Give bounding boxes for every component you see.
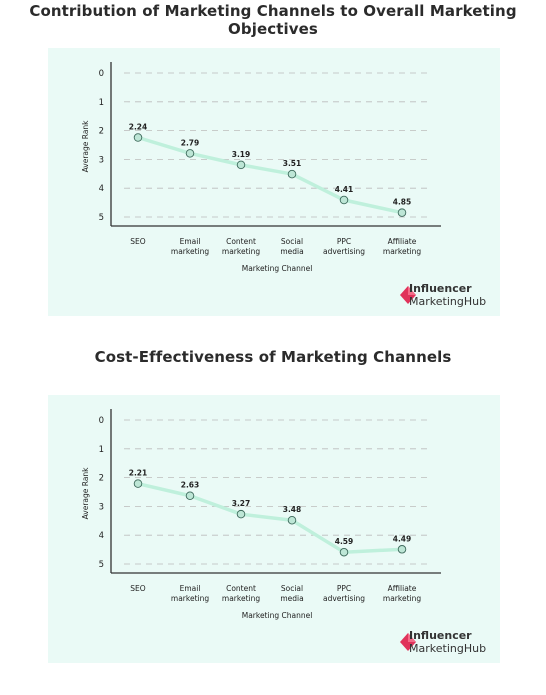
- x-tick-label-line: Affiliate: [388, 584, 417, 593]
- series-line: [136, 135, 404, 215]
- x-tick-label: Email marketing: [171, 237, 209, 256]
- x-tick-label-line: advertising: [323, 594, 365, 603]
- data-label: 2.63: [181, 481, 200, 490]
- data-label: 2.24: [129, 123, 148, 132]
- y-tick-label: 4: [99, 531, 104, 541]
- x-tick-label: SEO: [130, 584, 145, 593]
- x-tick-label-line: Affiliate: [388, 237, 417, 246]
- x-tick-label-line: Content: [226, 584, 256, 593]
- chart-2-panel: 0 1 2 3 4 5 Average Rank 2.21 2.63 3.27 3.48 4.59 4.…: [48, 395, 500, 663]
- chart-1-plot: 0 1 2 3 4 5 Average Rank 2.24 2.79 3.19 3.51 4.41 4.…: [81, 62, 441, 273]
- y-tick-label: 2: [99, 127, 104, 137]
- data-label: 4.59: [335, 537, 354, 546]
- data-point: [287, 169, 297, 179]
- plot-area: 0 1 2 3 4 5 Average Rank 2.24 2.79 3.19 3.51 4.41 4.…: [81, 62, 441, 273]
- x-tick-label: SEO: [130, 237, 145, 246]
- x-tick-label: Social media: [280, 237, 303, 256]
- x-tick-label-line: PPC: [337, 584, 351, 593]
- y-tick-label: 0: [99, 416, 104, 426]
- x-tick-label: Social media: [280, 584, 303, 603]
- data-label: 3.27: [232, 499, 251, 508]
- data-point: [133, 133, 143, 142]
- data-label: 3.51: [283, 159, 302, 168]
- x-tick-label-line: PPC: [337, 237, 351, 246]
- logo-text-line2: MarketingHub: [409, 295, 487, 308]
- x-tick-label-line: marketing: [171, 247, 209, 256]
- data-point: [397, 208, 407, 217]
- logo-icon: [400, 633, 416, 651]
- y-tick-label: 0: [99, 69, 104, 79]
- x-tick-label-line: advertising: [323, 247, 365, 256]
- x-axis-label: Marketing Channel: [242, 611, 313, 620]
- y-tick-label: 5: [99, 560, 104, 570]
- y-tick-label: 1: [99, 445, 104, 455]
- x-tick-label-line: marketing: [383, 247, 421, 256]
- x-tick-label: Affiliate marketing: [383, 237, 421, 256]
- x-tick-label-line: SEO: [130, 584, 145, 593]
- data-point: [185, 149, 195, 158]
- y-tick-label: 4: [99, 184, 104, 194]
- data-label: 2.79: [181, 138, 200, 147]
- data-label: 3.48: [283, 505, 302, 514]
- x-tick-label-line: Social: [281, 237, 303, 246]
- y-tick-label: 3: [99, 155, 104, 165]
- x-tick-label-line: marketing: [171, 594, 209, 603]
- x-tick-label: Email marketing: [171, 584, 209, 603]
- x-tick-label-line: marketing: [383, 594, 421, 603]
- x-tick-label: PPC advertising: [323, 237, 365, 256]
- data-label: 4.49: [393, 534, 412, 543]
- y-tick-label: 2: [99, 474, 104, 484]
- x-tick-label-line: media: [280, 594, 303, 603]
- chart-2-plot: 0 1 2 3 4 5 Average Rank 2.21 2.63 3.27 3.48 4.59 4.…: [81, 409, 441, 620]
- x-tick-label: Content marketing: [222, 584, 260, 603]
- x-tick-label-line: media: [280, 247, 303, 256]
- data-point: [339, 195, 349, 205]
- x-tick-label-line: marketing: [222, 247, 260, 256]
- data-point: [287, 515, 297, 525]
- data-point: [133, 479, 143, 488]
- x-axis-label: Marketing Channel: [242, 264, 313, 273]
- x-tick-label-line: Social: [281, 584, 303, 593]
- y-tick-label: 5: [99, 213, 104, 223]
- y-axis-label: Average Rank: [81, 120, 90, 173]
- series-line: [136, 481, 404, 554]
- x-tick-label-line: marketing: [222, 594, 260, 603]
- data-point: [236, 160, 246, 170]
- x-tick-label: Content marketing: [222, 237, 260, 256]
- data-label: 3.19: [232, 150, 251, 159]
- data-label: 4.41: [335, 185, 354, 194]
- data-point: [397, 545, 407, 554]
- plot-area: 0 1 2 3 4 5 Average Rank 2.21 2.63 3.27 3.48 4.59 4.…: [81, 409, 441, 620]
- logo-icon: [400, 286, 416, 304]
- x-tick-label-line: Email: [180, 237, 201, 246]
- x-tick-label-line: Content: [226, 237, 256, 246]
- x-tick-label: PPC advertising: [323, 584, 365, 603]
- x-tick-label-line: SEO: [130, 237, 145, 246]
- logo-text-line2: MarketingHub: [409, 642, 487, 655]
- x-tick-label-line: Email: [180, 584, 201, 593]
- logo-text-line1: Influencer: [409, 282, 472, 295]
- data-label: 4.85: [393, 198, 412, 207]
- chart-1-panel: 0 1 2 3 4 5 Average Rank 2.24 2.79 3.19 3.51 4.41 4.…: [48, 48, 500, 316]
- y-tick-label: 1: [99, 98, 104, 108]
- chart-2-title: Cost-Effectiveness of Marketing Channels: [94, 348, 452, 366]
- chart-1-title: Contribution of Marketing Channels to Ov…: [29, 2, 517, 38]
- x-tick-label: Affiliate marketing: [383, 584, 421, 603]
- y-tick-label: 3: [99, 502, 104, 512]
- data-point: [185, 491, 195, 500]
- data-point: [339, 547, 349, 557]
- data-label: 2.21: [129, 469, 148, 478]
- logo-text-line1: Influencer: [409, 629, 472, 642]
- y-axis-label: Average Rank: [81, 467, 90, 520]
- data-point: [236, 509, 246, 519]
